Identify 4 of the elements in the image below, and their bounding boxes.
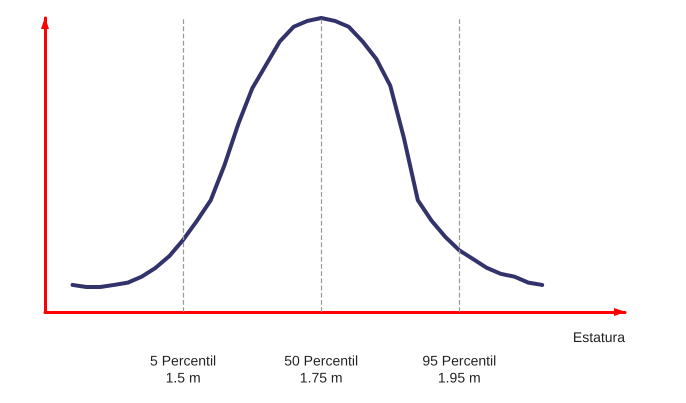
x-tick-label: 5 Percentil 1.5 m xyxy=(150,352,216,386)
x-axis-title: Estatura xyxy=(572,329,626,345)
x-tick-label: 95 Percentil 1.95 m xyxy=(422,352,496,386)
x-tick-label: 50 Percentil 1.75 m xyxy=(284,352,358,386)
